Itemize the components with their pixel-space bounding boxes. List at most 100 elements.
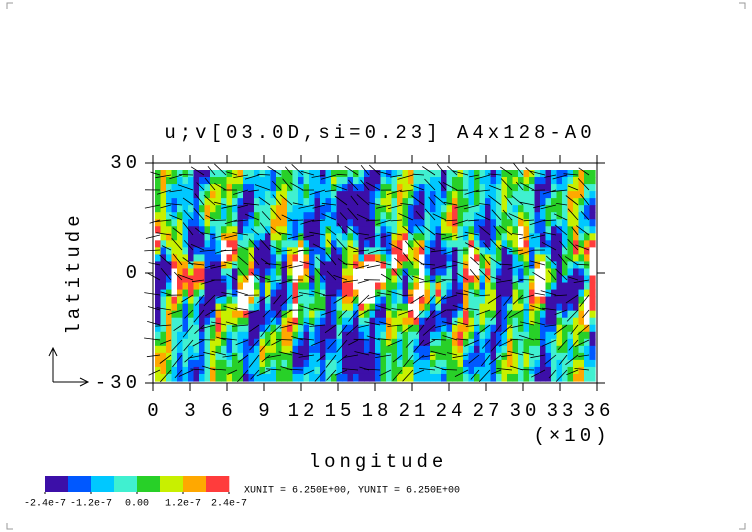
field-cell [336,226,343,234]
field-cell [237,331,244,340]
field-cell [402,310,409,319]
field-cell [540,233,547,241]
field-cell [364,317,371,326]
field-cell [413,240,420,248]
vector [547,270,557,281]
field-cell [545,310,552,319]
field-cell [430,282,437,291]
field-cell [430,226,437,234]
field-cell [237,282,244,291]
field-cell [529,205,536,213]
field-cell [551,247,558,255]
field-cell [237,170,244,178]
field-cell [562,268,569,277]
vector [314,369,326,382]
field-cell [375,352,382,361]
field-cell [496,240,503,248]
field-cell [518,233,525,241]
field-cell [298,198,305,206]
field-cell [342,205,349,213]
field-cell [534,331,541,340]
field-cell [292,289,299,298]
field-cell [347,177,354,185]
field-cell [358,191,365,199]
field-cell [529,352,536,361]
vector [432,309,447,319]
field-cell [512,184,519,192]
field-cell [435,240,442,248]
field-cell [298,219,305,227]
field-cell [402,366,409,375]
field-cell [155,184,162,192]
vector [309,231,326,236]
field-cell [457,275,464,284]
vector [174,369,183,379]
field-cell [347,359,354,368]
field-cell [556,345,563,354]
field-cell [419,212,426,220]
field-cell [545,226,552,234]
vector [493,225,502,236]
field-cell [584,219,591,227]
field-cell [441,205,448,213]
field-cell [496,373,503,382]
field-cell [430,317,437,326]
field-cell [518,366,525,375]
vector [377,338,392,341]
field-cell [292,261,299,270]
field-cell [529,373,536,382]
field-cell [314,303,321,312]
field-cell [380,373,387,382]
field-cell [413,198,420,206]
field-cell [215,261,222,270]
reference-vector [48,346,90,387]
field-cell [358,366,365,375]
vector [193,309,205,323]
vector [487,173,502,176]
field-cell [545,359,552,368]
field-cell [501,205,508,213]
vector [430,249,447,253]
vector [259,339,271,352]
field-cell [309,345,316,354]
vector [147,272,161,281]
field-cell [435,268,442,277]
vector [232,189,249,195]
field-cell [298,247,305,255]
field-cell [336,219,343,227]
field-cell [254,331,261,340]
vector [284,166,293,176]
vector [447,352,458,356]
field-cell [265,282,272,291]
field-cell [193,275,200,284]
field-cell [276,310,283,319]
field-cell [452,191,459,199]
field-cell [303,275,310,284]
field-cell [584,296,591,305]
vector [578,263,590,266]
field-cell [567,177,574,185]
field-cell [287,170,294,178]
field-cell [232,282,239,291]
field-cell [254,247,261,255]
field-cell [292,184,299,192]
field-cell [435,296,442,305]
field-cell [325,359,332,368]
field-cell [435,205,442,213]
vector [400,203,414,206]
field-cell [386,177,393,185]
field-cell [232,170,239,178]
field-cell [452,254,459,263]
field-cell [430,366,437,375]
field-cell [347,247,354,255]
field-cell [485,366,492,375]
field-cell [248,331,255,340]
field-cell [210,373,217,382]
vector [510,338,524,341]
vector [391,268,403,281]
field-cell [419,282,426,291]
field-cell [276,275,283,284]
vector [402,369,414,382]
field-cell [336,247,343,255]
vector [567,208,579,221]
